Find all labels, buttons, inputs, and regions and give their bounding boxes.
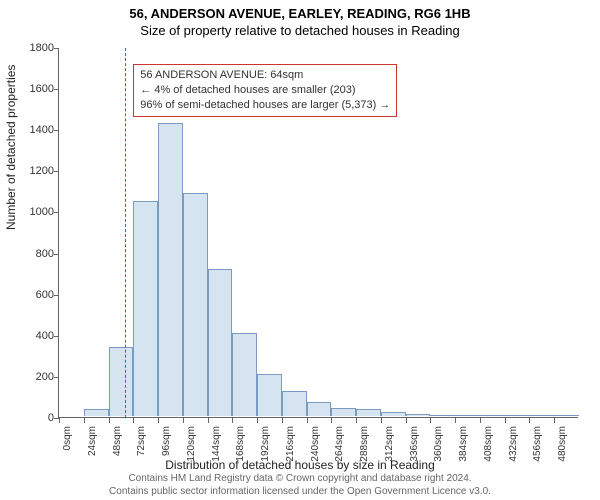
y-tick-label: 400 <box>14 330 54 342</box>
x-tick-mark <box>282 418 283 423</box>
x-tick-label: 480sqm <box>557 426 568 462</box>
y-tick-label: 1200 <box>14 165 54 177</box>
x-tick-label: 48sqm <box>112 426 123 456</box>
y-tick-mark <box>54 377 59 378</box>
x-tick-label: 360sqm <box>433 426 444 462</box>
histogram-bar <box>554 415 579 416</box>
y-tick-mark <box>54 171 59 172</box>
x-tick-mark <box>529 418 530 423</box>
histogram-bar <box>84 409 109 416</box>
y-tick-label: 800 <box>14 248 54 260</box>
x-tick-mark <box>505 418 506 423</box>
x-tick-mark <box>133 418 134 423</box>
footer-attribution: Contains HM Land Registry data © Crown c… <box>0 473 600 498</box>
y-tick-label: 0 <box>14 412 54 424</box>
histogram-bar <box>430 415 455 416</box>
histogram-bar <box>406 414 431 416</box>
y-tick-label: 1800 <box>14 42 54 54</box>
x-tick-label: 312sqm <box>384 426 395 462</box>
x-tick-label: 264sqm <box>334 426 345 462</box>
y-tick-mark <box>54 254 59 255</box>
reference-line <box>125 48 126 418</box>
x-tick-label: 408sqm <box>483 426 494 462</box>
x-tick-mark <box>257 418 258 423</box>
x-tick-mark <box>430 418 431 423</box>
annotation-line: ← 4% of detached houses are smaller (203… <box>140 83 390 98</box>
x-tick-label: 240sqm <box>310 426 321 462</box>
histogram-bar <box>208 269 233 416</box>
histogram-bar <box>109 347 134 416</box>
histogram-bar <box>307 402 332 416</box>
y-tick-mark <box>54 212 59 213</box>
x-tick-label: 384sqm <box>458 426 469 462</box>
chart-title-line2: Size of property relative to detached ho… <box>0 21 600 42</box>
histogram-bar <box>505 415 530 416</box>
x-tick-label: 288sqm <box>359 426 370 462</box>
x-tick-mark <box>455 418 456 423</box>
annotation-line: 96% of semi-detached houses are larger (… <box>140 98 390 113</box>
x-tick-mark <box>109 418 110 423</box>
y-tick-label: 200 <box>14 371 54 383</box>
y-tick-mark <box>54 89 59 90</box>
x-tick-mark <box>331 418 332 423</box>
histogram-bar <box>455 415 480 416</box>
x-tick-label: 0sqm <box>62 426 73 450</box>
x-tick-label: 192sqm <box>260 426 271 462</box>
chart-title-line1: 56, ANDERSON AVENUE, EARLEY, READING, RG… <box>0 0 600 21</box>
x-tick-label: 216sqm <box>285 426 296 462</box>
histogram-bar <box>282 391 307 416</box>
y-tick-mark <box>54 295 59 296</box>
footer-line2: Contains public sector information licen… <box>0 486 600 499</box>
x-tick-mark <box>307 418 308 423</box>
x-tick-label: 168sqm <box>235 426 246 462</box>
chart-container: 56, ANDERSON AVENUE, EARLEY, READING, RG… <box>0 0 600 500</box>
x-tick-mark <box>84 418 85 423</box>
x-tick-label: 96sqm <box>161 426 172 456</box>
x-tick-label: 120sqm <box>186 426 197 462</box>
x-tick-mark <box>59 418 60 423</box>
x-tick-mark <box>381 418 382 423</box>
y-tick-mark <box>54 130 59 131</box>
x-tick-label: 432sqm <box>508 426 519 462</box>
histogram-bar <box>381 412 406 416</box>
y-tick-mark <box>54 336 59 337</box>
x-tick-mark <box>183 418 184 423</box>
x-tick-mark <box>208 418 209 423</box>
histogram-bar <box>331 408 356 416</box>
x-tick-label: 72sqm <box>136 426 147 456</box>
x-tick-mark <box>480 418 481 423</box>
x-tick-mark <box>406 418 407 423</box>
histogram-bar <box>356 409 381 416</box>
x-tick-label: 144sqm <box>211 426 222 462</box>
histogram-bar <box>232 333 257 416</box>
x-tick-mark <box>356 418 357 423</box>
x-tick-mark <box>554 418 555 423</box>
x-tick-label: 336sqm <box>409 426 420 462</box>
chart-area: 0200400600800100012001400160018000sqm24s… <box>58 48 578 418</box>
histogram-bar <box>158 123 183 416</box>
y-tick-label: 1400 <box>14 124 54 136</box>
annotation-box: 56 ANDERSON AVENUE: 64sqm← 4% of detache… <box>133 64 397 117</box>
footer-line1: Contains HM Land Registry data © Crown c… <box>0 473 600 486</box>
y-tick-label: 600 <box>14 289 54 301</box>
x-tick-label: 24sqm <box>87 426 98 456</box>
histogram-bar <box>183 193 208 416</box>
plot-region: 0200400600800100012001400160018000sqm24s… <box>58 48 578 418</box>
y-tick-label: 1000 <box>14 206 54 218</box>
histogram-bar <box>529 415 554 416</box>
y-tick-label: 1600 <box>14 83 54 95</box>
annotation-line: 56 ANDERSON AVENUE: 64sqm <box>140 68 390 83</box>
y-tick-mark <box>54 48 59 49</box>
x-tick-mark <box>158 418 159 423</box>
histogram-bar <box>133 201 158 416</box>
histogram-bar <box>480 415 505 416</box>
x-tick-label: 456sqm <box>532 426 543 462</box>
x-tick-mark <box>232 418 233 423</box>
histogram-bar <box>257 374 282 416</box>
